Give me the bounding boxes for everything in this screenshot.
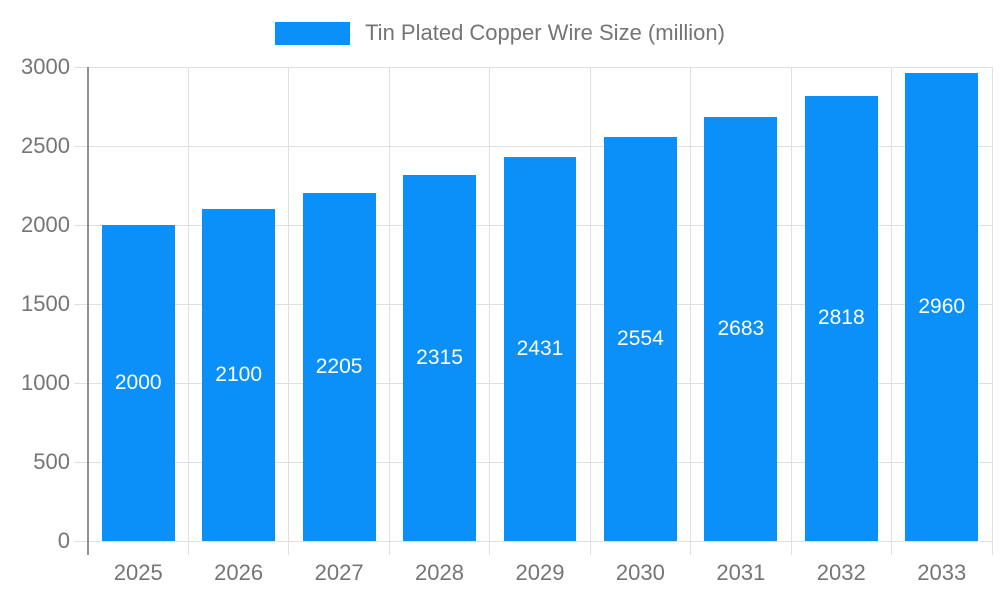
gridline-vertical — [790, 67, 792, 555]
bar[interactable]: 2315 — [403, 175, 476, 541]
y-axis-line — [87, 67, 89, 555]
bar-value-label: 2315 — [416, 346, 463, 370]
x-tick-label: 2031 — [716, 560, 766, 585]
x-tick-label: 2027 — [314, 560, 364, 585]
bar[interactable]: 2000 — [101, 225, 175, 541]
gridline-vertical — [690, 67, 692, 555]
x-tick-label: 2030 — [615, 560, 665, 585]
x-tick-label: 2026 — [214, 560, 264, 585]
gridline-vertical — [489, 67, 491, 555]
x-tick-label: 2033 — [917, 560, 967, 585]
bar-value-label: 2205 — [315, 354, 363, 378]
bar-cell: 2683 — [691, 67, 791, 541]
y-axis: 0 500 1000 1500 2000 2500 3000 — [0, 54, 74, 553]
y-tick-label: 2500 — [21, 133, 70, 158]
bar-value-label: 2960 — [918, 295, 966, 319]
x-axis: 2025 2026 2027 2028 2029 2030 2031 2032 2033 — [88, 560, 992, 586]
bar-cell: 2100 — [188, 67, 288, 541]
bar-value-label: 2100 — [215, 363, 263, 387]
gridline-horizontal — [74, 540, 992, 542]
y-tick-label: 3000 — [21, 54, 70, 79]
bar[interactable]: 2431 — [503, 156, 577, 541]
bar-value-label: 2818 — [817, 306, 865, 330]
bar[interactable]: 2683 — [704, 117, 778, 541]
gridline-vertical — [388, 67, 390, 555]
bar[interactable]: 2205 — [302, 192, 376, 541]
bar-series: 2000 2100 2205 2315 2431 2554 2683 2818 2960 — [88, 67, 992, 541]
bar-cell: 2000 — [88, 67, 188, 541]
chart-legend[interactable]: Tin Plated Copper Wire Size (million) — [0, 20, 1000, 46]
y-tick-label: 2000 — [21, 212, 70, 238]
gridline-vertical — [891, 67, 893, 555]
plot-area: 2000 2100 2205 2315 2431 2554 2683 2818 2960 — [74, 66, 993, 555]
bar-cell: 2431 — [490, 67, 590, 541]
bar[interactable]: 2960 — [905, 73, 979, 541]
x-tick-label: 2032 — [816, 560, 866, 585]
bar[interactable]: 2100 — [202, 209, 276, 541]
bar-value-label: 2683 — [717, 317, 765, 341]
bar[interactable]: 2554 — [604, 137, 677, 541]
bar-value-label: 2000 — [114, 371, 162, 394]
y-tick-label: 500 — [33, 449, 70, 475]
x-tick-label: 2029 — [515, 560, 565, 585]
bar-cell: 2818 — [791, 67, 891, 541]
gridline-horizontal — [74, 145, 992, 147]
bar[interactable]: 2818 — [804, 95, 878, 541]
x-tick-label: 2028 — [415, 560, 464, 585]
y-tick-label: 1000 — [21, 370, 70, 396]
bar-cell: 2315 — [389, 67, 489, 541]
gridline-vertical — [288, 67, 290, 555]
gridline-vertical — [991, 67, 993, 555]
legend-label: Tin Plated Copper Wire Size (million) — [365, 20, 725, 45]
gridline-vertical — [589, 67, 591, 555]
gridline-horizontal — [74, 66, 992, 68]
y-tick-label: 0 — [57, 528, 70, 553]
legend-swatch-icon — [275, 21, 351, 45]
bar-cell: 2960 — [892, 67, 992, 541]
x-tick-label: 2025 — [113, 560, 163, 585]
bar-value-label: 2431 — [516, 336, 564, 360]
gridline-vertical — [187, 67, 189, 555]
bar-value-label: 2554 — [617, 327, 664, 351]
bar-cell: 2205 — [289, 67, 389, 541]
y-tick-label: 1500 — [21, 291, 70, 316]
bar-cell: 2554 — [590, 67, 690, 541]
